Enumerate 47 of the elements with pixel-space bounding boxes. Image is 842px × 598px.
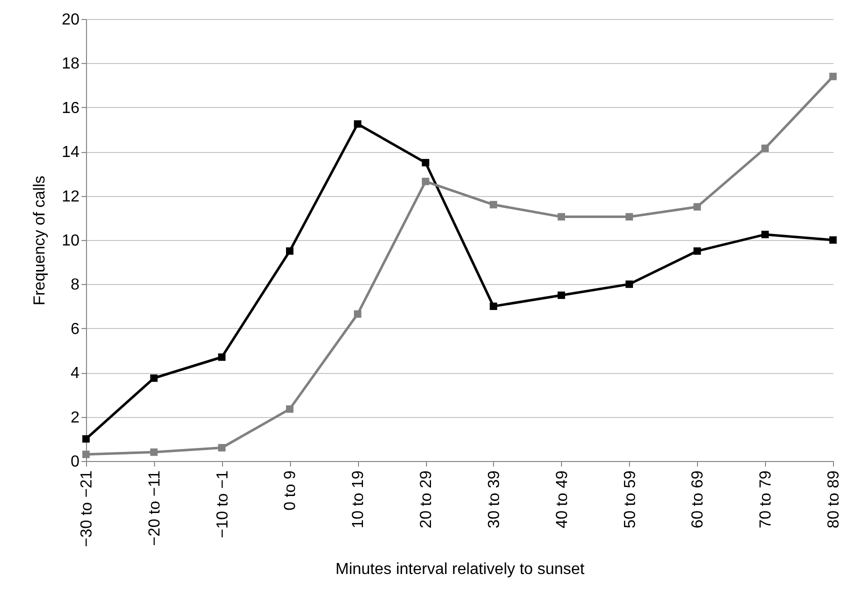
x-tick-label: 0 to 9 [282, 470, 300, 511]
point [354, 120, 362, 128]
point [490, 200, 498, 208]
point [218, 353, 226, 361]
x-tick-label: 80 to 89 [826, 470, 842, 528]
point [558, 213, 566, 221]
x-tick-label: 50 to 59 [622, 470, 639, 528]
point [286, 405, 294, 413]
point [761, 230, 769, 238]
x-tick-label: 40 to 49 [554, 470, 571, 528]
y-tick-label: 14 [62, 144, 80, 162]
x-tick-label: 30 to 39 [486, 470, 503, 528]
point [761, 144, 769, 152]
y-tick-label: 0 [70, 454, 80, 470]
x-tick-label: −20 to −11 [146, 470, 164, 546]
x-tick-label: −30 to −21 [78, 470, 96, 548]
x-tick-label: −10 to −1 [214, 470, 232, 538]
point [82, 435, 90, 443]
point [558, 292, 566, 299]
point [693, 203, 701, 211]
y-tick-label: 10 [62, 232, 80, 250]
y-tick-label: 20 [62, 12, 80, 28]
point [422, 158, 430, 166]
point [626, 280, 633, 288]
y-axis-title: Frequency of calls [32, 176, 49, 306]
y-tick-label: 6 [70, 320, 80, 338]
point [150, 374, 158, 382]
x-axis-title: Minutes interval relatively to sunset [336, 561, 586, 578]
point [82, 450, 90, 458]
point [286, 247, 294, 255]
point [422, 178, 430, 186]
x-tick-label: 60 to 69 [690, 470, 707, 528]
y-tick-label: 4 [70, 365, 80, 382]
y-tick-label: 2 [70, 409, 80, 426]
x-tick-label: 10 to 19 [350, 470, 368, 528]
point [626, 213, 633, 221]
point [490, 302, 498, 310]
y-tick-label: 12 [62, 188, 80, 206]
point [354, 310, 362, 318]
x-tick-label: 70 to 79 [758, 470, 775, 528]
y-tick-label: 18 [62, 56, 80, 73]
x-tick-label: 20 to 29 [418, 470, 436, 528]
point [218, 444, 226, 452]
y-tick-label: 16 [62, 100, 80, 117]
y-tick-label: 8 [70, 276, 80, 294]
point [693, 247, 701, 255]
point [150, 448, 158, 456]
